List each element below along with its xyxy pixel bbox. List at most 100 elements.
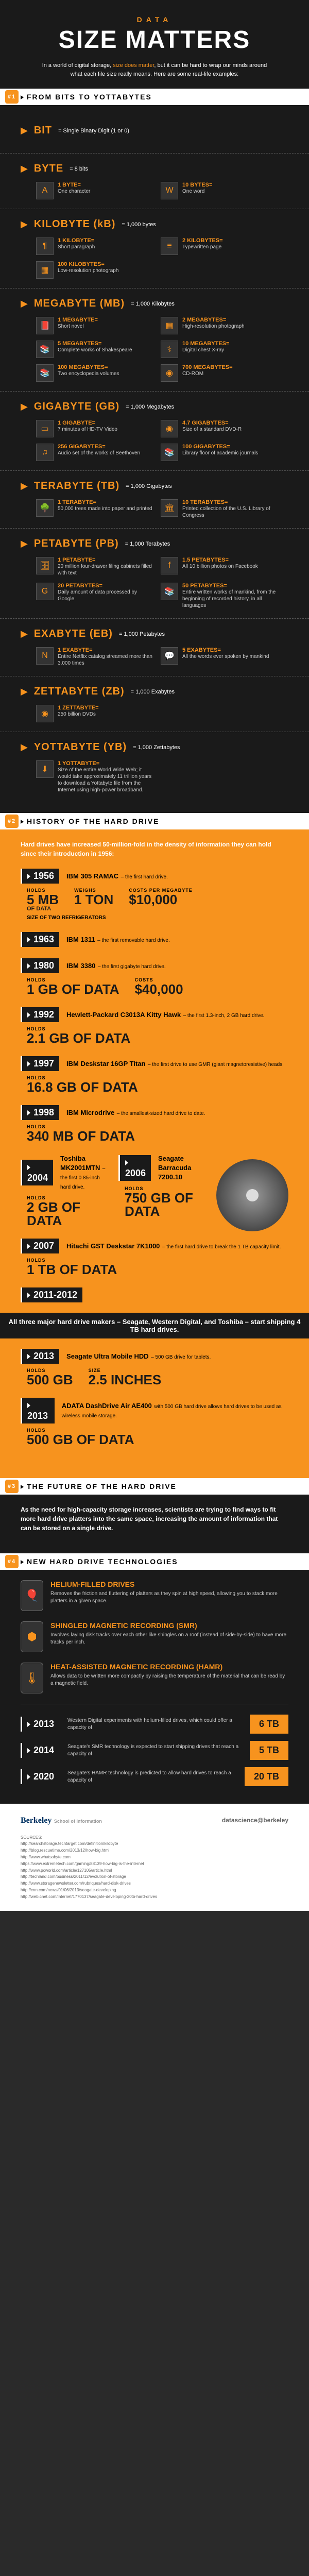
example-icon: ⚕: [161, 341, 178, 358]
tech-desc: Removes the friction and fluttering of p…: [50, 1590, 288, 1605]
stat-value: 750 GB OF DATA: [125, 1191, 206, 1218]
example-amount: 1 MEGABYTE=: [58, 317, 98, 323]
year-block: 2004 Toshiba MK2001MTN – the first 0.85-…: [21, 1154, 108, 1227]
unit-block: ▶ BYTE = 8 bits A 1 BYTE= One character …: [0, 153, 309, 209]
example-icon: ◉: [161, 364, 178, 382]
unit-equals: = 1,000 Terabytes: [125, 541, 170, 547]
tech-icon: ⬢: [21, 1621, 43, 1652]
arrow-icon: ▶: [21, 481, 28, 492]
example-amount: 10 TERABYTES=: [182, 499, 279, 505]
example-amount: 100 GIGABYTES=: [182, 444, 258, 450]
year-2011-2012: 2011-2012: [21, 1287, 82, 1302]
example: 🏛 10 TERABYTES= Printed collection of th…: [161, 499, 279, 519]
example-desc: Two encyclopedia volumes: [58, 370, 119, 377]
unit-name: EXABYTE (EB): [34, 628, 113, 640]
unit-name: BIT: [34, 125, 52, 137]
example-amount: 1 KILOBYTE=: [58, 238, 95, 244]
example-desc: Daily amount of data processed by Google: [58, 589, 154, 602]
drive-desc: – the first removable hard drive.: [97, 938, 170, 943]
example-icon: G: [36, 583, 54, 600]
unit-name: MEGABYTE (MB): [34, 298, 125, 310]
drive-desc: – the first hard drive to break the 1 TB…: [162, 1244, 281, 1250]
tech-block: ⬢ SHINGLED MAGNETIC RECORDING (SMR) Invo…: [21, 1621, 288, 1652]
year-badge: 1963: [21, 932, 59, 947]
drive-desc: – the first hard drive.: [121, 874, 168, 880]
example-desc: Short paragraph: [58, 244, 95, 250]
example-desc: High-resolution photograph: [182, 323, 245, 330]
example: ◉ 1 ZETTABYTE= 250 billion DVDs: [36, 705, 154, 722]
stat-value: 2.1 GB OF DATA: [27, 1031, 130, 1045]
unit-equals: = 1,000 Kilobytes: [131, 301, 175, 307]
example-amount: 1 ZETTABYTE=: [58, 705, 99, 711]
example-icon: 📚: [161, 444, 178, 461]
proj-text: Seagate's SMR technology is expected to …: [67, 1743, 242, 1758]
arrow-icon: ▶: [21, 742, 28, 753]
unit-name: BYTE: [34, 163, 63, 175]
example-icon: ▦: [36, 261, 54, 279]
unit-name: GIGABYTE (GB): [34, 401, 119, 413]
arrow-icon: ▶: [21, 219, 28, 230]
example-desc: 250 billion DVDs: [58, 711, 99, 718]
example: 💬 5 EXABYTES= All the words ever spoken …: [161, 647, 279, 667]
example-desc: One character: [58, 188, 90, 195]
drive-name: ADATA DashDrive Air AE400: [62, 1402, 152, 1410]
year-block: 1980 IBM 3380 – the first gigabyte hard …: [21, 958, 288, 996]
tech-block: 🎈 HELIUM-FILLED DRIVES Removes the frict…: [21, 1580, 288, 1611]
example-icon: ◉: [36, 705, 54, 722]
example-desc: All the words ever spoken by mankind: [182, 653, 269, 660]
unit-block: ▶ ZETTABYTE (ZB) = 1,000 Exabytes ◉ 1 ZE…: [0, 676, 309, 732]
example-amount: 1 PETABYTE=: [58, 557, 154, 563]
year-badge: 2013: [21, 1349, 59, 1364]
tech-icon: 🎈: [21, 1580, 43, 1611]
section-3-num: #3: [5, 1480, 19, 1493]
example-desc: Low-resolution photograph: [58, 267, 118, 274]
example-desc: Entire Netflix catalog streamed more tha…: [58, 653, 154, 667]
example-icon: 📚: [36, 364, 54, 382]
example-icon: ⬇: [36, 760, 54, 778]
berkeley-sub: School of Information: [54, 1819, 102, 1824]
stat-value: 2 GB OF DATA: [27, 1200, 108, 1227]
projection: 2013 Western Digital experiments with he…: [21, 1715, 288, 1734]
stat-value: 500 GB OF DATA: [27, 1433, 134, 1446]
example: f 1.5 PETABYTES= All 10 billion photos o…: [161, 557, 279, 577]
projection: 2020 Seagate's HAMR technology is predic…: [21, 1767, 288, 1786]
year-badge: 1956: [21, 869, 59, 884]
arrow-icon: ▶: [21, 686, 28, 697]
section-4-title: NEW HARD DRIVE TECHNOLOGIES: [27, 1557, 178, 1566]
example-amount: 1 EXABYTE=: [58, 647, 154, 653]
example: ⬇ 1 YOTTABYTE= Size of the entire World …: [36, 760, 154, 793]
tech-icon: 🌡: [21, 1663, 43, 1693]
drive-name: Hitachi GST Deskstar 7K1000: [66, 1242, 160, 1250]
extra-note: SIZE OF TWO REFRIGERATORS: [27, 915, 288, 921]
example-amount: 5 MEGABYTES=: [58, 341, 132, 347]
proj-year: 2013: [21, 1717, 59, 1732]
example-icon: f: [161, 557, 178, 574]
example: 📚 100 MEGABYTES= Two encyclopedia volume…: [36, 364, 154, 382]
example-desc: Typewritten page: [182, 244, 223, 250]
example-icon: ≡: [161, 238, 178, 255]
example-amount: 50 PETABYTES=: [182, 583, 279, 589]
example: ⚕ 10 MEGABYTES= Digital chest X-ray: [161, 341, 279, 358]
future-intro: As the need for high-capacity storage in…: [21, 1505, 288, 1533]
example-icon: 🗄: [36, 557, 54, 574]
example: ▭ 1 GIGABYTE= 7 minutes of HD-TV Video: [36, 420, 154, 437]
example-desc: Audio set of the works of Beethoven: [58, 450, 140, 456]
history-intro: Hard drives have increased 50-million-fo…: [21, 840, 288, 858]
example-amount: 10 MEGABYTES=: [182, 341, 229, 347]
year-block: 1998 IBM Microdrive – the smallest-sized…: [21, 1105, 288, 1143]
example-amount: 100 KILOBYTES=: [58, 261, 118, 267]
example-amount: 1.5 PETABYTES=: [182, 557, 258, 563]
example-icon: A: [36, 182, 54, 199]
example-icon: ▭: [36, 420, 54, 437]
section-4-bar: #4 NEW HARD DRIVE TECHNOLOGIES: [0, 1553, 309, 1570]
year-badge: 1992: [21, 1007, 59, 1022]
stat-value: 5 MBOF DATA: [27, 893, 59, 912]
example-icon: 📚: [36, 341, 54, 358]
example-desc: Printed collection of the U.S. Library o…: [182, 505, 279, 519]
section-1-bar: #1 FROM BITS TO YOTTABYTES: [0, 89, 309, 105]
example: 🌳 1 TERABYTE= 50,000 trees made into pap…: [36, 499, 154, 519]
year-badge: 1980: [21, 958, 59, 973]
example-desc: 20 million four-drawer filing cabinets f…: [58, 563, 154, 577]
example-icon: N: [36, 647, 54, 665]
arrow-icon: ▶: [21, 298, 28, 309]
